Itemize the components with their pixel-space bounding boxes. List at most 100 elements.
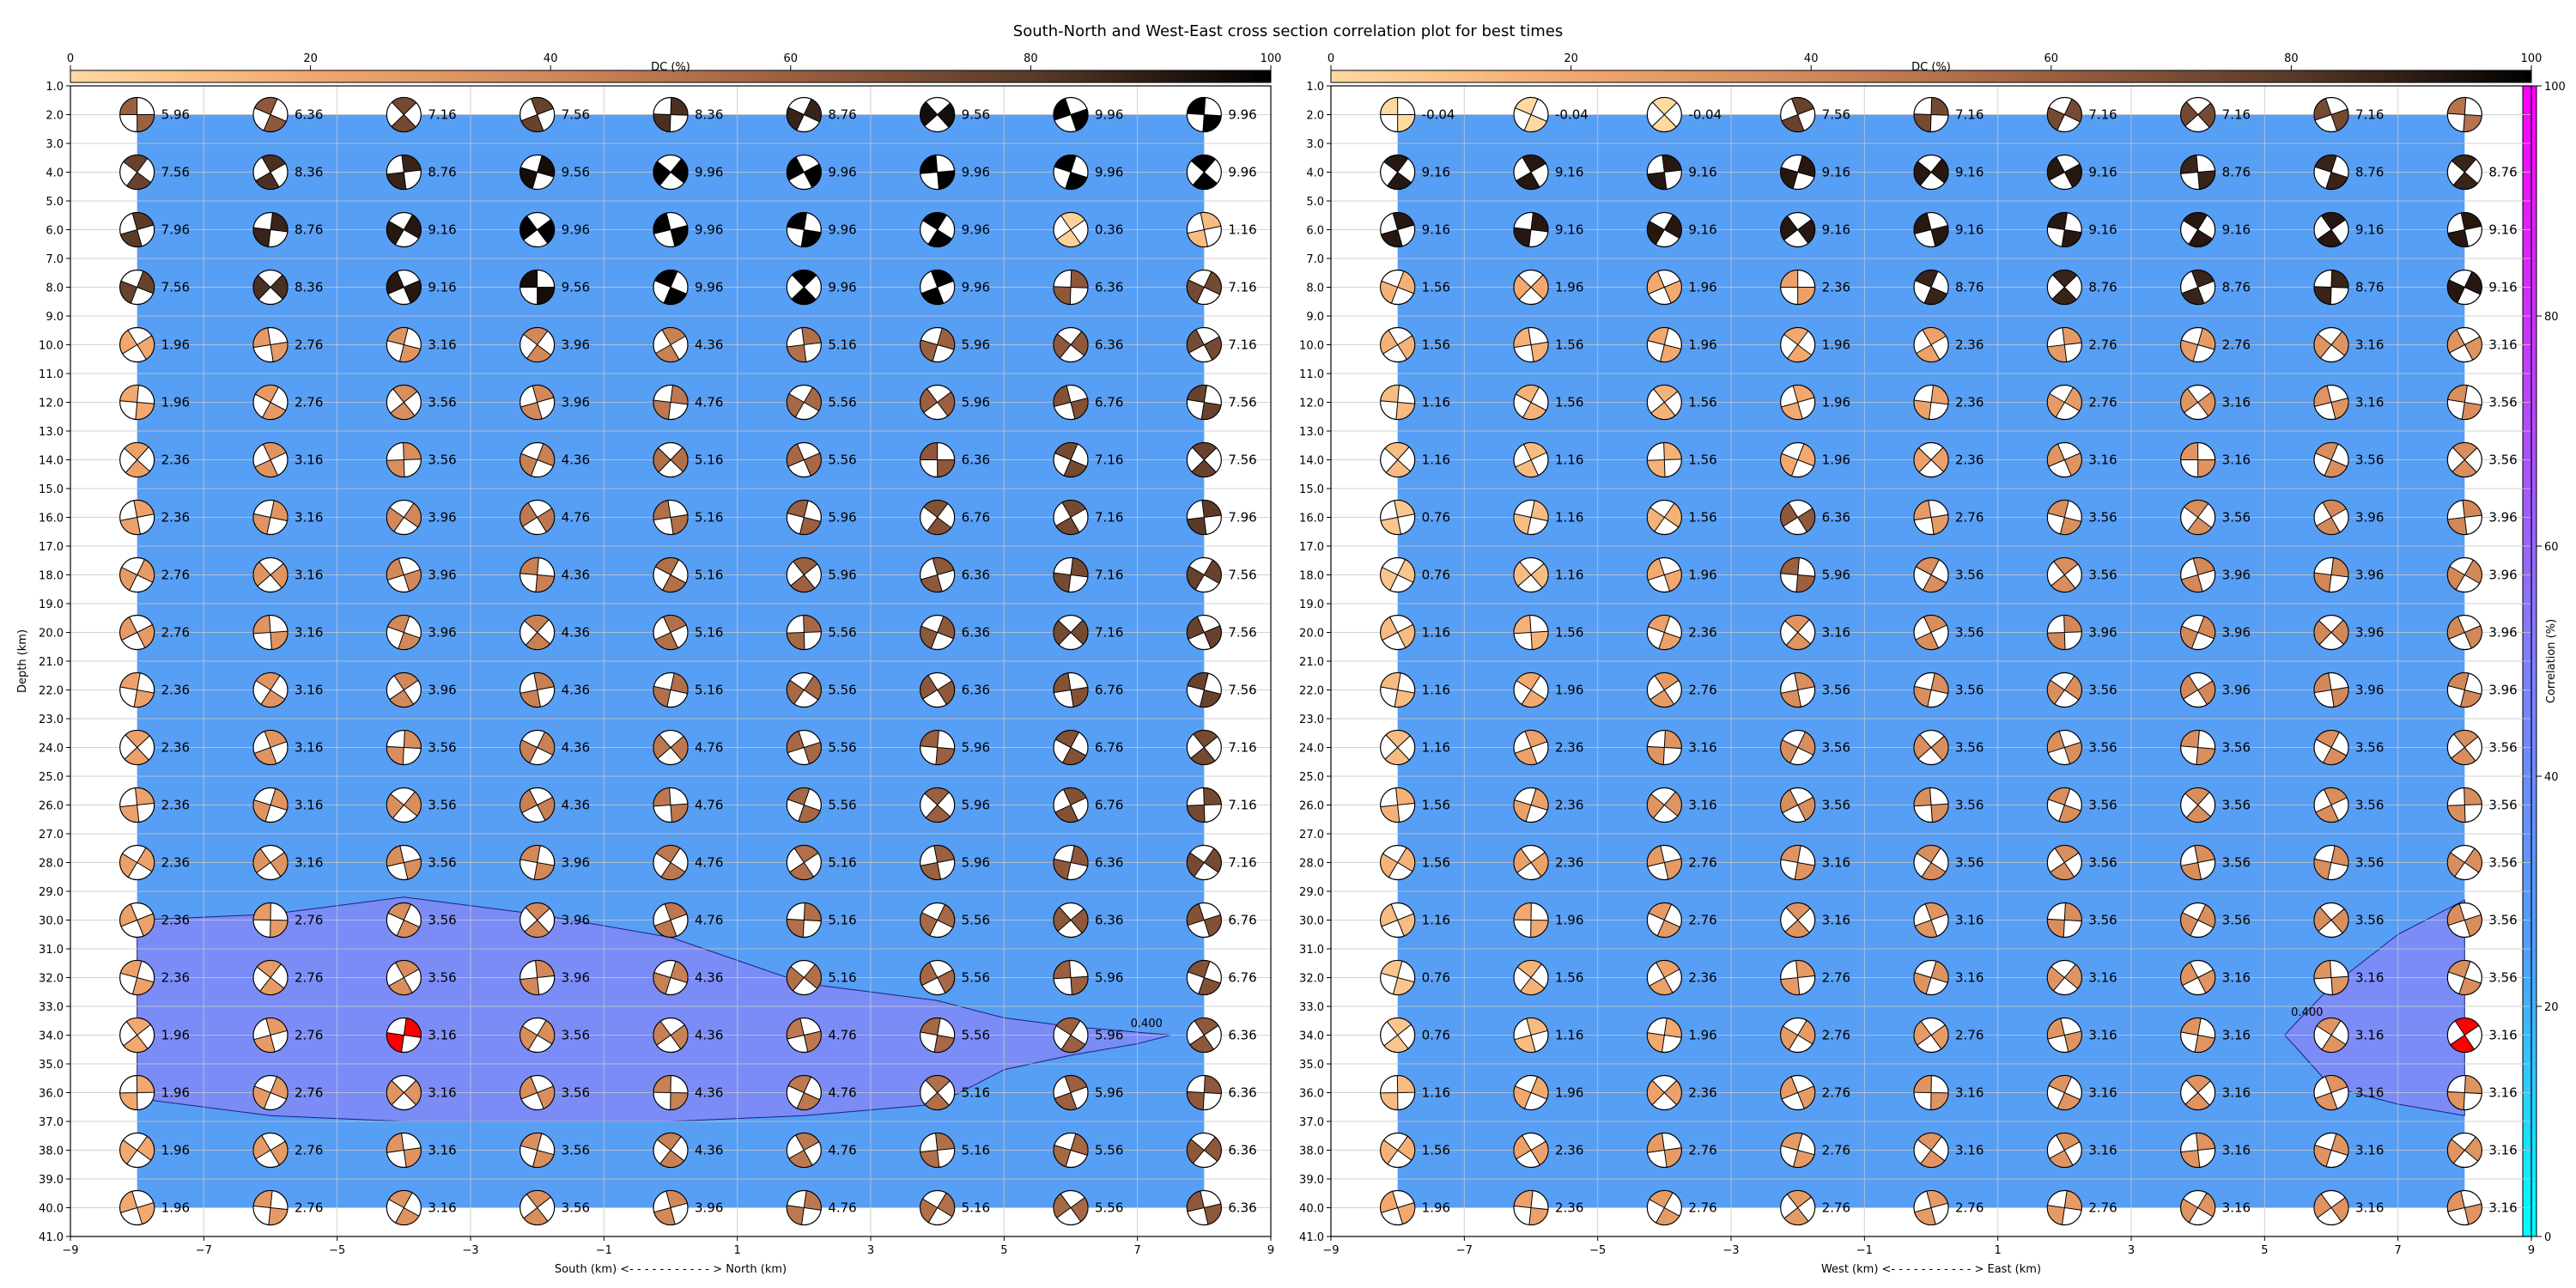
dc-colorbar-tick-label: 80 bbox=[1024, 52, 1038, 65]
beachball-label: 4.76 bbox=[695, 855, 723, 871]
beachball-compressional-quadrants bbox=[2314, 155, 2348, 190]
beachball-label: 9.96 bbox=[962, 165, 990, 180]
x-tick-label: −5 bbox=[1589, 1244, 1606, 1257]
beachball bbox=[519, 154, 556, 191]
beachball-compressional-quadrants bbox=[1780, 155, 1816, 190]
beachball bbox=[119, 556, 155, 593]
beachball-label: 8.76 bbox=[2488, 165, 2517, 180]
beachball-label: 8.36 bbox=[695, 107, 723, 123]
beachball-compressional-quadrants bbox=[1649, 1190, 1680, 1225]
beachball-compressional-quadrants bbox=[1916, 845, 1947, 880]
beachball bbox=[1053, 1017, 1089, 1054]
beachball-label: 5.16 bbox=[695, 453, 723, 468]
beachball-compressional-quadrants bbox=[252, 848, 289, 878]
beachball-compressional-quadrants bbox=[2180, 557, 2215, 592]
y-tick-label: 30.0 bbox=[1299, 915, 1324, 928]
beachball bbox=[1053, 269, 1089, 306]
beachball bbox=[2046, 671, 2082, 708]
beachball-compressional-quadrants bbox=[1913, 447, 1949, 473]
beachball-compressional-quadrants bbox=[1053, 906, 1089, 934]
beachball-compressional-quadrants bbox=[2046, 1190, 2082, 1225]
beachball bbox=[2446, 326, 2482, 363]
beachball-compressional-quadrants bbox=[1186, 559, 1222, 591]
beachball bbox=[2046, 729, 2082, 766]
beachball-label: 1.96 bbox=[161, 1143, 190, 1158]
beachball-label: 2.36 bbox=[161, 453, 190, 468]
beachball bbox=[2313, 384, 2349, 421]
beachball-label: 9.96 bbox=[1095, 107, 1123, 123]
beachball-label: 6.36 bbox=[962, 568, 990, 583]
beachball bbox=[2313, 959, 2349, 996]
beachball-label: 9.56 bbox=[562, 280, 590, 295]
beachball-label: 9.96 bbox=[695, 222, 723, 238]
beachball-compressional-quadrants bbox=[1186, 616, 1222, 649]
beachball bbox=[1053, 326, 1089, 363]
beachball bbox=[1913, 671, 1949, 708]
beachball-label: 3.16 bbox=[2088, 1085, 2117, 1101]
beachball-label: 8.76 bbox=[2222, 165, 2251, 180]
grid bbox=[70, 85, 1272, 1237]
beachball-label: 3.56 bbox=[2488, 855, 2517, 871]
beachball-label: 3.16 bbox=[2222, 1143, 2251, 1158]
beachball bbox=[119, 729, 155, 766]
beachball-label: 2.76 bbox=[161, 625, 190, 641]
beachball-compressional-quadrants bbox=[2046, 327, 2082, 362]
beachball bbox=[1780, 441, 1816, 478]
beachball bbox=[2313, 96, 2349, 133]
beachball bbox=[1186, 671, 1222, 708]
beachball-compressional-quadrants bbox=[2051, 270, 2078, 305]
beachball-compressional-quadrants bbox=[1780, 215, 1816, 245]
beachball-compressional-quadrants bbox=[2180, 616, 2216, 649]
beachball-label: 3.16 bbox=[2355, 337, 2384, 353]
beachball-compressional-quadrants bbox=[119, 212, 155, 247]
beachball bbox=[386, 269, 422, 306]
beachball-label: 2.36 bbox=[1688, 1085, 1716, 1101]
beachball bbox=[1186, 787, 1222, 823]
beachball-compressional-quadrants bbox=[1647, 327, 1682, 362]
y-tick-label: 19.0 bbox=[1299, 598, 1324, 611]
beachball bbox=[2180, 154, 2216, 191]
beachball bbox=[1380, 154, 1416, 191]
y-tick-label: 34.0 bbox=[1299, 1030, 1324, 1043]
y-tick-label: 29.0 bbox=[1299, 886, 1324, 899]
beachball-label: 1.96 bbox=[1688, 280, 1716, 295]
beachball-compressional-quadrants bbox=[1913, 960, 1949, 995]
x-tick-label: −7 bbox=[196, 1244, 212, 1257]
beachball-compressional-quadrants bbox=[1515, 385, 1547, 420]
beachball-compressional-quadrants bbox=[1646, 442, 1682, 477]
beachball-label: 3.96 bbox=[2088, 625, 2117, 641]
beachball-label: 8.36 bbox=[295, 165, 323, 180]
beachball bbox=[1646, 269, 1682, 306]
beachball-compressional-quadrants bbox=[519, 960, 556, 995]
beachball-compressional-quadrants bbox=[2181, 270, 2215, 305]
beachball-label: 3.16 bbox=[2355, 1028, 2384, 1043]
beachball bbox=[2313, 154, 2349, 191]
beachball-compressional-quadrants bbox=[252, 327, 289, 362]
beachball-label: 3.56 bbox=[1955, 625, 1984, 641]
beachball-compressional-quadrants bbox=[655, 845, 686, 880]
beachball-label: 3.96 bbox=[562, 855, 590, 871]
beachball-compressional-quadrants bbox=[1054, 155, 1088, 190]
beachball-compressional-quadrants bbox=[786, 156, 822, 188]
beachball bbox=[1513, 787, 1549, 823]
beachball-compressional-quadrants bbox=[2180, 441, 2216, 478]
beachball-compressional-quadrants bbox=[2313, 269, 2349, 306]
y-tick-label: 24.0 bbox=[1299, 743, 1324, 756]
beachball-compressional-quadrants bbox=[119, 385, 155, 420]
beachball bbox=[1380, 902, 1416, 939]
beachball-compressional-quadrants bbox=[654, 327, 687, 362]
beachball-compressional-quadrants bbox=[2046, 443, 2082, 477]
beachball bbox=[1380, 441, 1416, 478]
beachball-compressional-quadrants bbox=[1780, 501, 1816, 533]
dc-colorbar-tick-label: 20 bbox=[1564, 52, 1578, 65]
beachball bbox=[2046, 499, 2082, 536]
beachball-label: 1.56 bbox=[1422, 855, 1450, 871]
y-tick-label: 39.0 bbox=[1299, 1174, 1324, 1187]
beachball-label: 0.76 bbox=[1422, 970, 1450, 986]
beachball-label: 6.36 bbox=[962, 683, 990, 698]
beachball-label: 3.56 bbox=[2088, 913, 2117, 928]
beachball-label: 1.16 bbox=[1422, 913, 1450, 928]
beachball-compressional-quadrants bbox=[653, 672, 689, 708]
beachball-compressional-quadrants bbox=[1053, 1193, 1089, 1223]
beachball-compressional-quadrants bbox=[1190, 155, 1218, 190]
